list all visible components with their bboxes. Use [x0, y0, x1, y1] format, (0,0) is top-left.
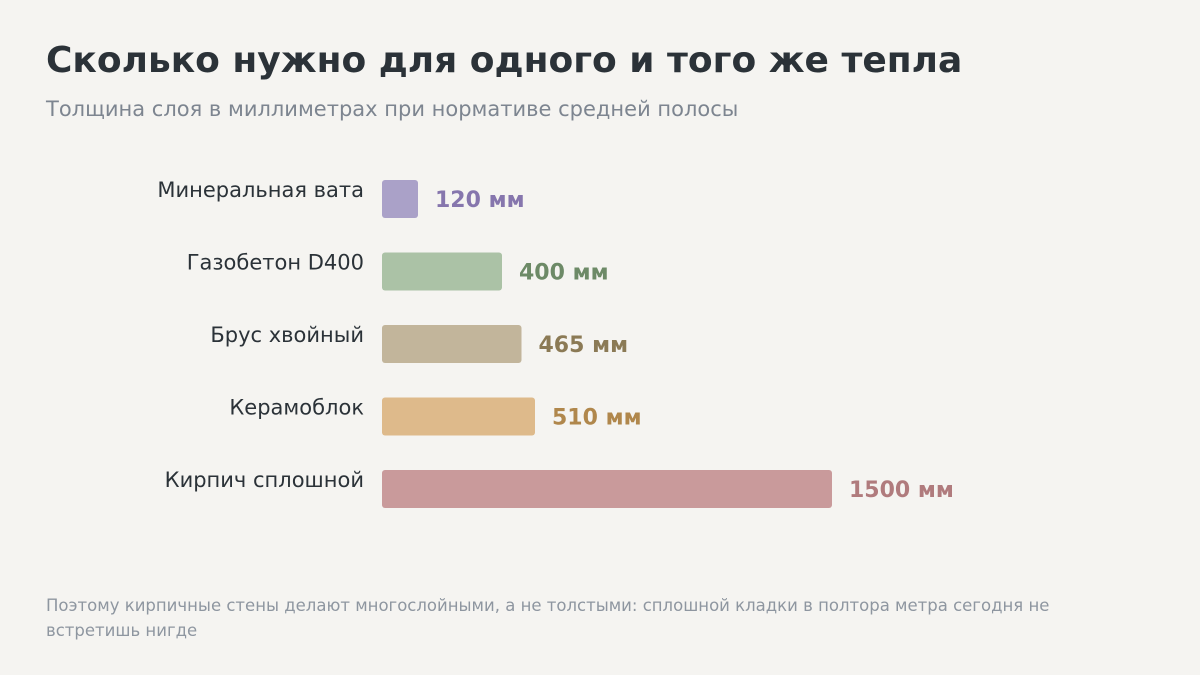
bar: [382, 397, 535, 436]
value-label: 120 мм: [435, 188, 525, 213]
category-label: Газобетон D400: [187, 251, 364, 275]
value-label: 1500 мм: [849, 478, 954, 503]
chart-title: Сколько нужно для одного и того же тепла: [46, 40, 963, 81]
value-label: 465 мм: [539, 333, 629, 358]
value-label: 400 мм: [519, 261, 609, 286]
category-label: Минеральная вата: [157, 178, 364, 202]
category-label: Кирпич сплошной: [165, 468, 364, 492]
category-label: Брус хвойный: [210, 323, 364, 347]
bar: [382, 252, 502, 291]
chart-subtitle: Толщина слоя в миллиметрах при нормативе…: [46, 97, 739, 121]
bar: [382, 325, 522, 363]
bar: [382, 180, 418, 218]
value-label: 510 мм: [552, 406, 642, 431]
category-label: Керамоблок: [229, 396, 364, 420]
footnote: Поэтому кирпичные стены делают многослой…: [46, 596, 1050, 640]
bar: [382, 470, 832, 508]
